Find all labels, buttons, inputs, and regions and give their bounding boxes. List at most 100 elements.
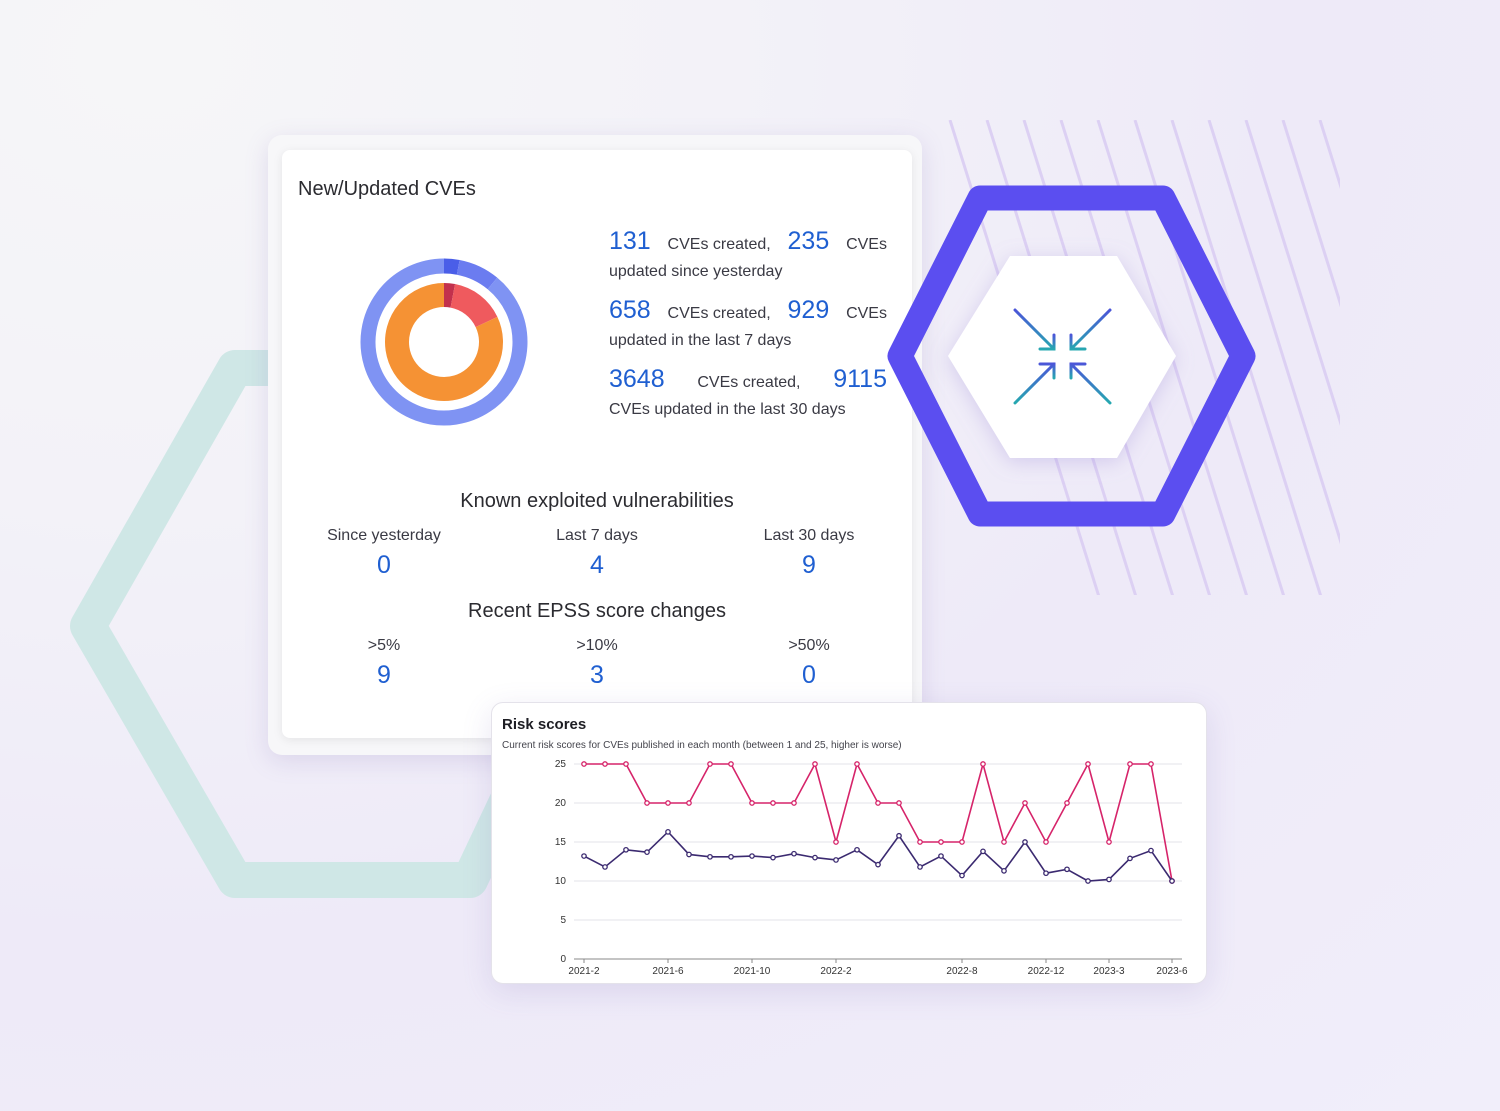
epss-gt-5: >5% 9 <box>284 637 484 690</box>
kev-last-7-days: Last 7 days 4 <box>497 527 697 580</box>
data-point[interactable] <box>959 872 965 879</box>
data-point[interactable] <box>665 829 671 835</box>
data-point[interactable] <box>980 761 986 767</box>
data-point[interactable] <box>581 853 587 859</box>
stripe <box>1281 120 1340 308</box>
data-point[interactable] <box>875 861 881 868</box>
data-point[interactable] <box>728 853 734 860</box>
data-point[interactable] <box>770 854 776 861</box>
data-point[interactable] <box>728 761 734 767</box>
stripe <box>1096 120 1249 595</box>
data-point[interactable] <box>791 800 797 806</box>
stripe <box>1318 120 1340 190</box>
epss-row: >5% 9 >10% 3 >50% 0 <box>282 637 912 697</box>
data-point[interactable] <box>896 832 902 839</box>
data-point[interactable] <box>1127 761 1133 767</box>
data-point[interactable] <box>1106 839 1112 845</box>
kev-value[interactable]: 4 <box>590 551 604 579</box>
data-point[interactable] <box>1001 868 1007 874</box>
created-count: 131 <box>609 227 651 255</box>
donut-segment-2[interactable] <box>360 258 528 426</box>
data-point[interactable] <box>1169 878 1175 884</box>
data-point[interactable] <box>1043 870 1049 877</box>
updated-count: 9115 <box>833 365 887 393</box>
epss-value[interactable]: 9 <box>377 661 391 689</box>
data-point[interactable] <box>749 853 755 859</box>
stripe <box>1244 120 1340 426</box>
data-point[interactable] <box>959 839 965 845</box>
epss-value[interactable]: 0 <box>802 661 816 689</box>
donut-segment-1[interactable] <box>456 259 498 290</box>
donut-segment-2[interactable] <box>385 283 503 401</box>
stripe <box>1207 120 1340 545</box>
donut-segment-1[interactable] <box>449 284 498 328</box>
donut-segment-0[interactable] <box>443 283 456 308</box>
kev-value[interactable]: 9 <box>802 551 816 579</box>
epss-gt-10: >10% 3 <box>497 637 697 690</box>
stat-last-7-days: 658 CVEs created, 929 CVEs updated in th… <box>609 297 887 354</box>
data-point[interactable] <box>707 853 713 860</box>
data-point[interactable] <box>791 850 797 857</box>
data-point[interactable] <box>1148 761 1154 767</box>
data-point[interactable] <box>917 839 923 845</box>
data-point[interactable] <box>1043 839 1049 845</box>
x-tick-label: 2022-2 <box>820 966 852 977</box>
data-point[interactable] <box>602 864 608 870</box>
data-point[interactable] <box>938 853 944 859</box>
data-point[interactable] <box>623 761 629 767</box>
data-point[interactable] <box>896 800 902 806</box>
x-tick-label: 2021-2 <box>568 966 600 977</box>
data-point[interactable] <box>875 800 881 806</box>
data-point[interactable] <box>1127 855 1133 862</box>
data-point[interactable] <box>749 800 755 806</box>
data-point[interactable] <box>1064 866 1070 873</box>
kev-label: Last 7 days <box>556 527 638 544</box>
data-point[interactable] <box>623 846 629 853</box>
stat-suffix: updated since yesterday <box>609 263 783 280</box>
x-tick-label: 2023-3 <box>1093 966 1125 977</box>
updated-count: 235 <box>787 227 830 255</box>
new-updated-cves-card: New/Updated CVEs 131 CVEs created, 235 C… <box>282 150 912 738</box>
y-tick-label: 25 <box>555 759 567 770</box>
created-label: CVEs created, <box>667 305 771 322</box>
data-point[interactable] <box>833 857 839 863</box>
data-point[interactable] <box>1001 839 1007 845</box>
donut-inner-ring <box>385 283 503 401</box>
data-point[interactable] <box>1106 876 1112 883</box>
data-point[interactable] <box>1148 847 1154 854</box>
data-point[interactable] <box>1022 800 1028 806</box>
data-point[interactable] <box>602 761 608 767</box>
data-point[interactable] <box>812 854 818 861</box>
stripe <box>1468 120 1500 600</box>
kev-value[interactable]: 0 <box>377 551 391 579</box>
data-point[interactable] <box>1064 800 1070 806</box>
data-point[interactable] <box>812 761 818 767</box>
data-point[interactable] <box>938 839 944 845</box>
data-point[interactable] <box>581 761 587 767</box>
data-point[interactable] <box>665 800 671 806</box>
created-count: 658 <box>609 296 651 324</box>
data-point[interactable] <box>1022 839 1028 845</box>
data-point[interactable] <box>1085 878 1091 884</box>
epss-value[interactable]: 3 <box>590 661 604 689</box>
data-point[interactable] <box>686 851 692 858</box>
data-point[interactable] <box>707 761 713 767</box>
data-point[interactable] <box>770 800 776 806</box>
data-point[interactable] <box>854 761 860 767</box>
data-point[interactable] <box>644 800 650 806</box>
data-point[interactable] <box>644 849 650 855</box>
cve-card-title: New/Updated CVEs <box>298 178 476 200</box>
donut-segment-0[interactable] <box>443 258 460 275</box>
data-point[interactable] <box>833 839 839 845</box>
kev-since-yesterday: Since yesterday 0 <box>284 527 484 580</box>
y-tick-label: 0 <box>560 954 566 965</box>
data-point[interactable] <box>980 848 986 855</box>
created-label: CVEs created, <box>667 236 771 253</box>
stripe <box>1431 120 1500 600</box>
epss-label: >50% <box>788 637 830 654</box>
data-point[interactable] <box>686 800 692 806</box>
data-point[interactable] <box>854 846 860 853</box>
data-point[interactable] <box>917 864 923 870</box>
risk-line-chart: 0 5 10 15 20 25 2021-2 2021-6 2021-10 2022-2 2022-… <box>555 759 1188 977</box>
data-point[interactable] <box>1085 761 1091 767</box>
